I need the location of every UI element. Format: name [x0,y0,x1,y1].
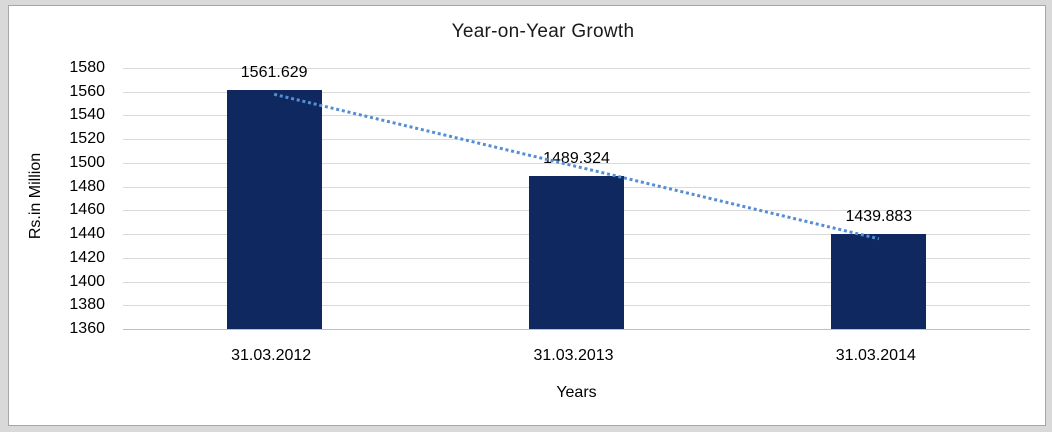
bar-data-label: 1561.629 [240,63,308,81]
y-tick-label: 1380 [69,296,105,314]
y-tick-label: 1460 [69,201,105,219]
y-tick-label: 1580 [69,59,105,76]
y-tick-label: 1480 [69,177,105,195]
bar-data-label: 1489.324 [543,149,610,167]
chart-title: Year-on-Year Growth [451,21,635,42]
y-tick-label: 1540 [69,106,105,124]
y-tick-label: 1400 [69,272,105,290]
bar [831,234,927,329]
y-tick-label: 1560 [69,82,105,100]
bar [529,175,624,329]
y-tick-label: 1360 [69,320,105,337]
y-gridline [123,68,1030,69]
x-category-label: 31.03.2014 [835,347,916,364]
bar-data-label: 1439.883 [845,208,913,226]
y-tick-label: 1420 [69,248,105,266]
x-axis-title: Years [556,384,597,401]
x-category-label: 31.03.2013 [533,347,614,364]
y-gridline [123,91,1030,93]
x-category-label: 31.03.2012 [231,347,312,364]
y-tick-label: 1520 [69,130,105,148]
bar [226,89,322,329]
y-tick-label: 1500 [69,153,105,171]
y-tick-label: 1440 [69,225,105,243]
y-gridline [123,329,1030,330]
